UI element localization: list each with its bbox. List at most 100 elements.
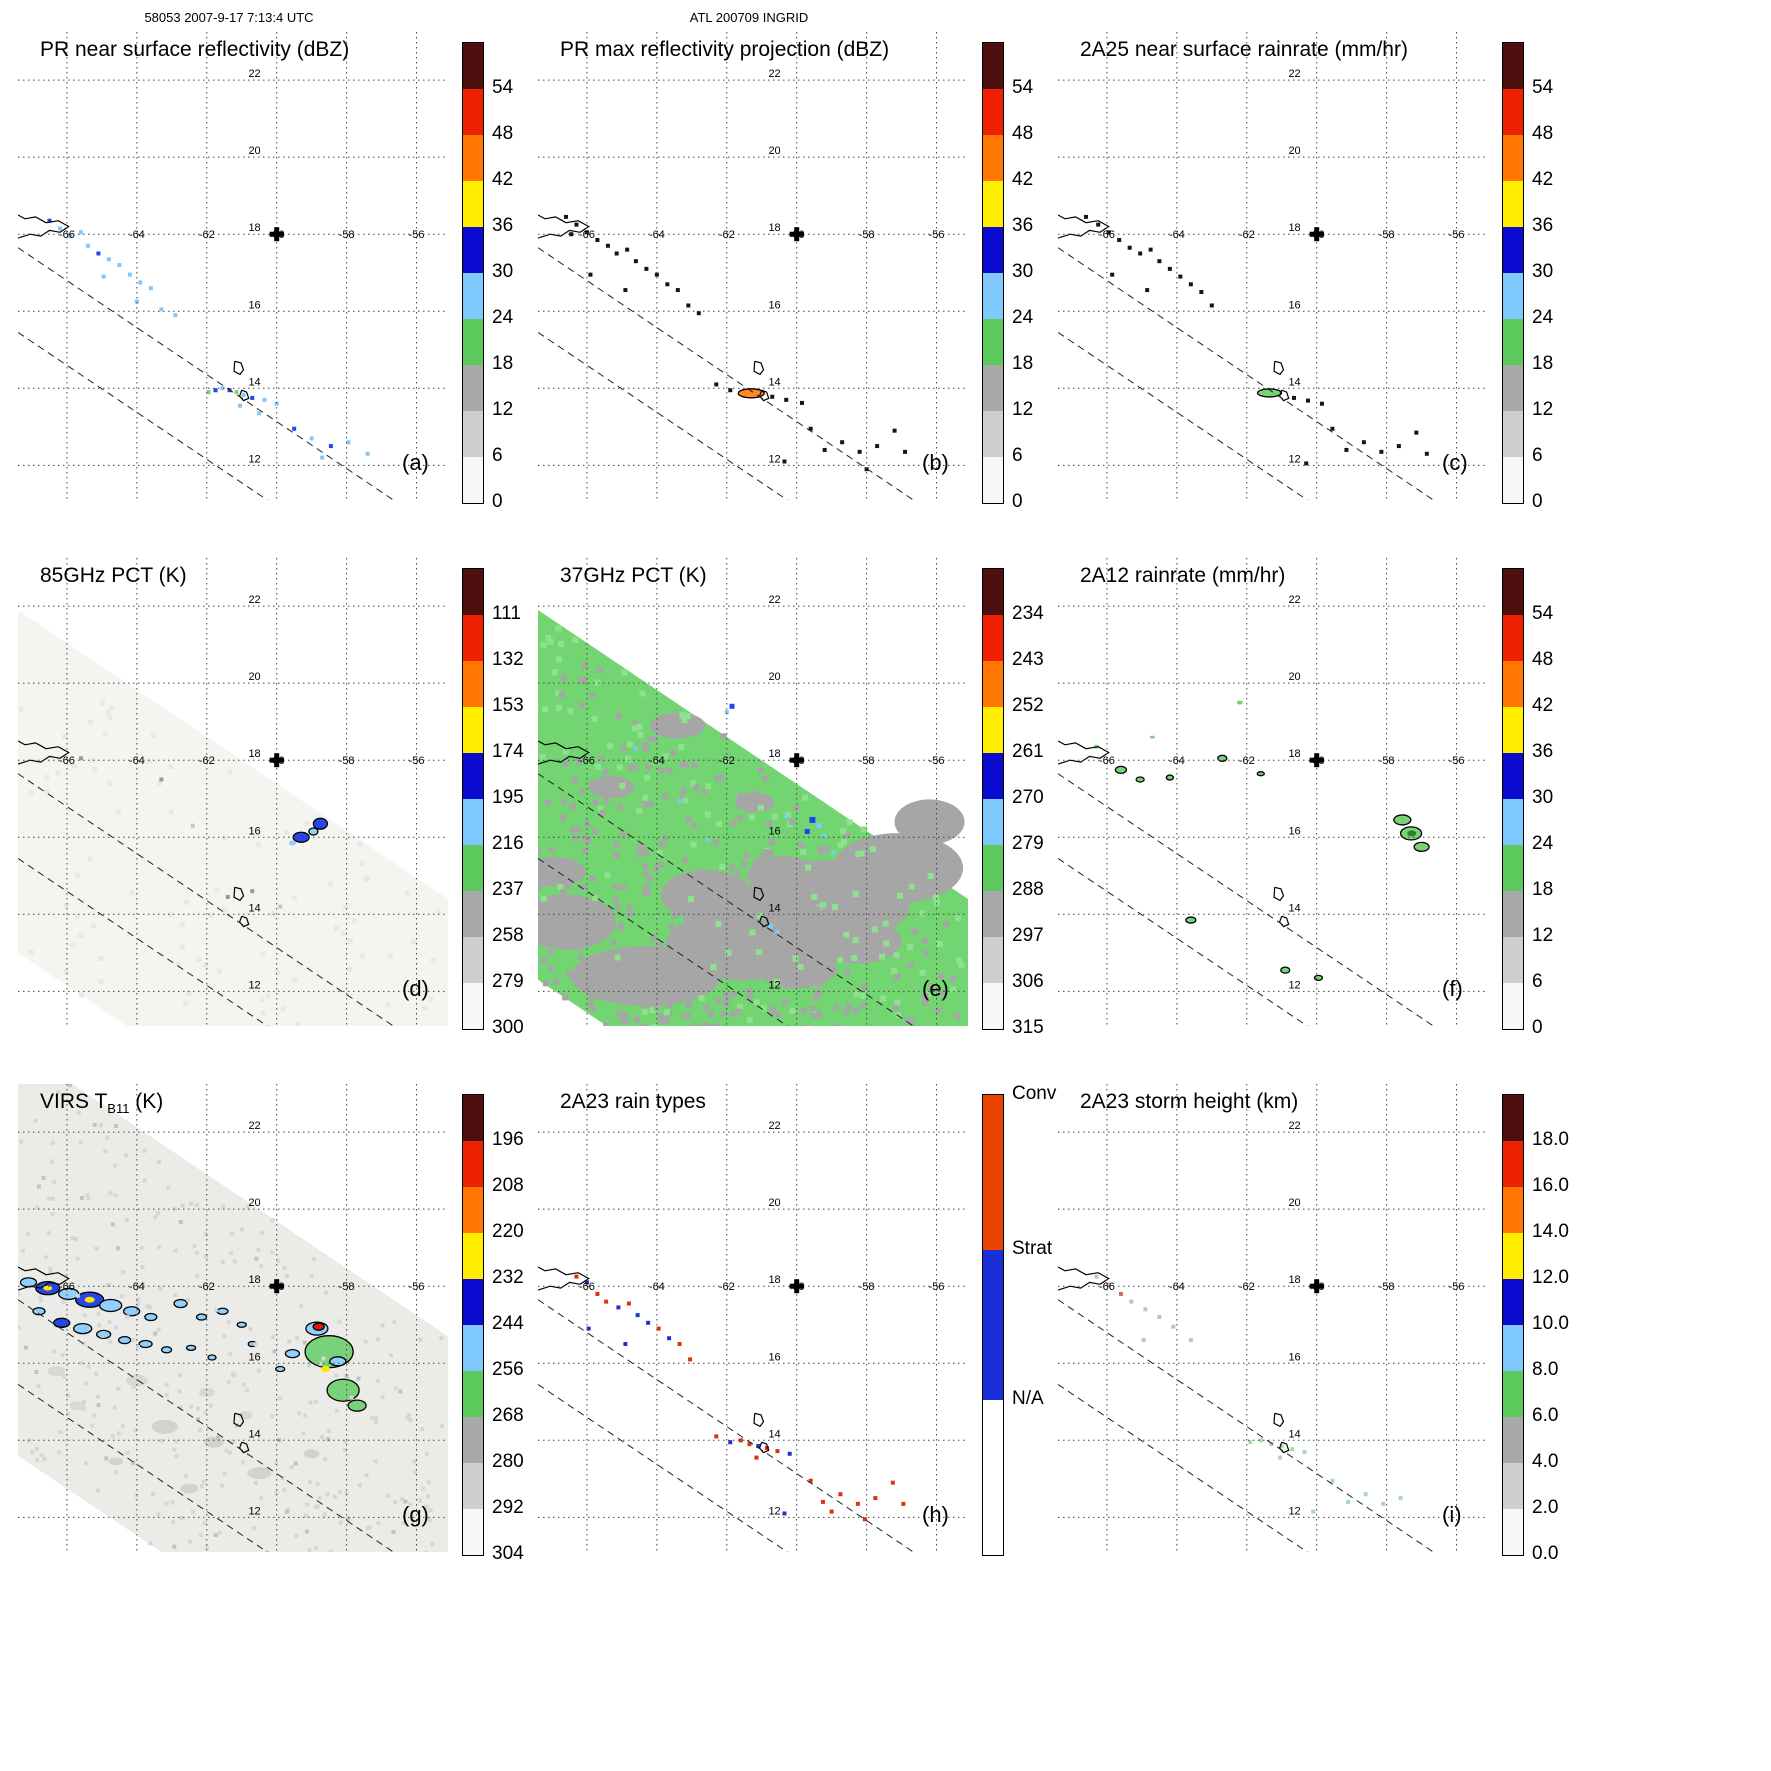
colorbar-label: 0.0 [1532,1543,1559,1564]
colorbar-label: 208 [492,1175,524,1196]
colorbar-label: 6 [492,445,503,466]
colorbar-label: 42 [1012,169,1034,190]
svg-text:-64: -64 [649,229,665,241]
svg-text:22: 22 [768,68,780,80]
colorbar-label: 6.0 [1532,1405,1559,1426]
colorbar-label: 220 [492,1221,524,1242]
svg-text:12: 12 [248,1505,260,1517]
storm-center-cross [1309,753,1324,768]
title-text: 37GHz PCT (K) [560,564,707,587]
colorbar-segment [463,1141,483,1187]
svg-text:18: 18 [768,748,780,760]
colorbar-segment [1503,661,1523,707]
svg-text:14: 14 [248,376,260,388]
coastline-layer [1058,740,1290,928]
colorbar-segment [463,227,483,273]
data-dot-layer [563,214,908,472]
data-dot-layer [574,1274,906,1522]
colorbar-segment [1503,937,1523,983]
svg-text:18: 18 [1288,1274,1300,1286]
colorbar-segment [463,319,483,365]
colorbar-segment [983,661,1003,707]
svg-text:18: 18 [768,222,780,234]
data-dot-layer [1094,1274,1403,1514]
storm-header: ATL 200709 INGRID [689,10,809,25]
storm-center-cross [1309,1279,1324,1294]
colorbar-segment [1503,1325,1523,1371]
colorbar-label: 12 [1532,925,1554,946]
colorbar-segment [463,135,483,181]
panel-letter: (f) [1442,976,1463,1001]
colorbar-segment [1503,43,1523,89]
colorbar-segment [463,799,483,845]
colorbar-label: Conv [1012,1083,1057,1104]
colorbar-segment [1503,273,1523,319]
swath-edge-layer [538,1299,915,1552]
svg-text:-64: -64 [129,1281,145,1293]
colorbar-segment [1503,845,1523,891]
svg-text:20: 20 [248,1197,260,1209]
swath-edge-layer [1058,1299,1435,1552]
svg-text:-56: -56 [929,229,945,241]
swath-edge-layer [538,247,915,500]
svg-text:-62: -62 [719,1281,735,1293]
panel-d: 85GHz PCT (K)-66-64-62-60-58-56222018161… [10,532,530,1062]
colorbar-label: 48 [1532,649,1554,670]
colorbar-label: 36 [1532,215,1554,236]
storm-center-cross [269,227,284,242]
svg-text:22: 22 [1288,594,1300,606]
title-text: PR near surface reflectivity (dBZ) [40,38,350,61]
data-dot-layer [47,218,370,460]
colorbar-segment [463,89,483,135]
panel-title: 85GHz PCT (K) [40,564,187,588]
colorbar-segment [983,43,1003,89]
coastline-layer [18,1266,250,1454]
colorbar-label: 243 [1012,649,1044,670]
colorbar-segment [1503,457,1523,503]
colorbar-label: 153 [492,695,524,716]
storm-center-cross [269,753,284,768]
colorbar-segment [983,615,1003,661]
colorbar-label: 42 [1532,169,1554,190]
storm-center-cross [1309,227,1324,242]
svg-text:-64: -64 [129,229,145,241]
colorbar-segment [463,1233,483,1279]
colorbar-segment [983,227,1003,273]
colorbar-label: 42 [492,169,514,190]
panel-letter: (a) [402,450,429,475]
colorbar [462,1094,484,1556]
colorbar-label: 174 [492,741,524,762]
swath-edge-layer [1058,247,1435,500]
title-text: VIRS T [40,1090,108,1113]
colorbar-label: 0 [492,491,503,512]
colorbar-segment [1503,753,1523,799]
colorbar-label: 24 [1532,307,1554,328]
colorbar-segment [1503,1141,1523,1187]
svg-text:16: 16 [768,825,780,837]
colorbar-label: 300 [492,1017,524,1038]
colorbar-label: 18.0 [1532,1129,1569,1150]
data-dot-layer [1083,214,1429,466]
panel-b: PR max reflectivity projection (dBZ) -66 -… [530,6,1050,536]
colorbar-segment [1503,181,1523,227]
colorbar-segment [1503,1095,1523,1141]
svg-text:-58: -58 [859,1281,875,1293]
svg-text:-58: -58 [339,229,355,241]
svg-text:-66: -66 [579,755,595,767]
colorbar-segment [463,569,483,615]
svg-text:12: 12 [1288,1505,1300,1517]
svg-text:16: 16 [248,299,260,311]
svg-text:-66: -66 [579,1281,595,1293]
svg-text:-64: -64 [649,755,665,767]
colorbar-segment [983,707,1003,753]
svg-text:18: 18 [248,222,260,234]
svg-text:18: 18 [248,748,260,760]
colorbar-label: 315 [1012,1017,1044,1038]
